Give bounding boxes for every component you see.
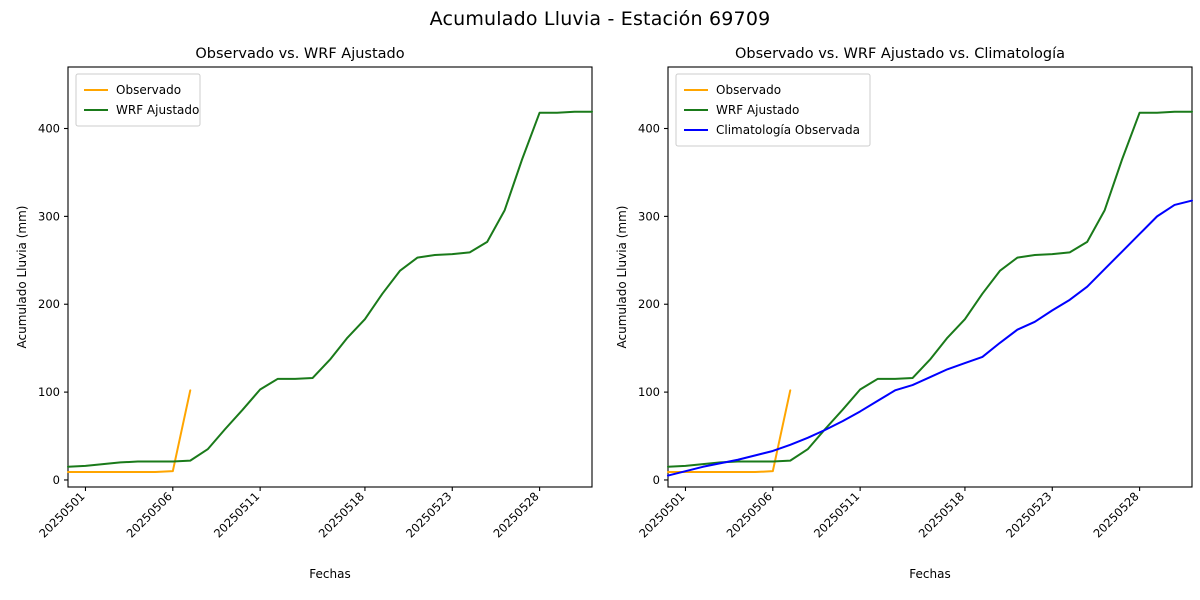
- series-line-wrf-ajustado: [67, 110, 593, 468]
- y-tick-label: 0: [53, 473, 60, 487]
- x-tick-label: 20250523: [403, 489, 454, 540]
- chart-right[interactable]: 0 100 200 300 400 20250501 20250506 20250511 202…: [600, 0, 1200, 600]
- y-axis-label: Acumulado Lluvia (mm): [615, 206, 629, 349]
- legend-label: WRF Ajustado: [716, 103, 799, 117]
- y-tick-label: 100: [638, 385, 660, 399]
- y-tick-label: 400: [38, 122, 60, 136]
- x-tick-label: 20250506: [124, 489, 175, 540]
- y-tick-label: 200: [638, 297, 660, 311]
- legend-label: Observado: [716, 83, 781, 97]
- legend-label: Observado: [116, 83, 181, 97]
- y-tick-label: 100: [38, 385, 60, 399]
- y-tick-label: 200: [38, 297, 60, 311]
- y-tick-label: 300: [38, 209, 60, 223]
- x-tick-label: 20250528: [490, 489, 541, 540]
- x-tick-label: 20250501: [636, 489, 687, 540]
- figure-title: Acumulado Lluvia - Estación 69709: [429, 8, 771, 30]
- x-tick-label: 20250511: [811, 489, 862, 540]
- series-line-observado: [67, 389, 192, 474]
- y-axis-label: Acumulado Lluvia (mm): [15, 206, 29, 349]
- legend-label: WRF Ajustado: [116, 103, 199, 117]
- x-tick-label: 20250511: [211, 489, 262, 540]
- legend-label: Climatología Observada: [716, 123, 860, 137]
- y-tick-label: 0: [653, 473, 660, 487]
- series-line-wrf-ajustado: [667, 110, 1193, 468]
- x-tick-label: 20250523: [1003, 489, 1054, 540]
- y-tick-label: 300: [638, 209, 660, 223]
- x-tick-label: 20250506: [724, 489, 775, 540]
- panel-right-title: Observado vs. WRF Ajustado vs. Climatolo…: [735, 46, 1065, 62]
- series-line-climatolog-a-observada: [667, 199, 1193, 477]
- x-axis-label: Fechas: [909, 567, 950, 581]
- x-tick-label: 20250528: [1090, 489, 1141, 540]
- chart-left[interactable]: 0 100 200 300 400 20250501 20250506 20250511 202…: [0, 0, 600, 600]
- x-tick-label: 20250501: [36, 489, 87, 540]
- x-tick-label: 20250518: [916, 489, 967, 540]
- y-tick-label: 400: [638, 122, 660, 136]
- series-line-observado: [667, 389, 792, 474]
- x-axis-label: Fechas: [309, 567, 350, 581]
- panel-left-title: Observado vs. WRF Ajustado: [195, 46, 405, 62]
- panel-left: Observado vs. WRF Ajustado 0 100 200 300 400…: [0, 0, 600, 600]
- x-tick-label: 20250518: [316, 489, 367, 540]
- panel-right: Observado vs. WRF Ajustado vs. Climatolo…: [600, 0, 1200, 600]
